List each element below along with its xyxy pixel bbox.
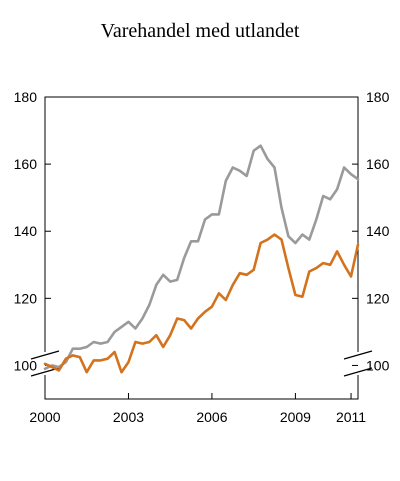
x-tick-label: 2000 bbox=[29, 409, 60, 425]
x-axis: 2000 2003 2006 2009 2011 bbox=[29, 393, 366, 425]
series-layer bbox=[43, 144, 360, 374]
y-tick-label-right: 120 bbox=[366, 290, 390, 306]
chart-title: Varehandel med utlandet bbox=[100, 20, 300, 42]
axis-break-right bbox=[343, 350, 373, 377]
axis-break-gap bbox=[344, 352, 372, 375]
y-axis-left: 100 120 140 160 180 bbox=[14, 89, 51, 373]
x-tick-label: 2006 bbox=[196, 409, 227, 425]
y-tick-label-left: 140 bbox=[14, 223, 38, 239]
y-tick-label-right: 160 bbox=[366, 156, 390, 172]
x-tick-label: 2011 bbox=[336, 409, 366, 425]
y-axis-right: 100 120 140 160 180 bbox=[352, 89, 390, 373]
plot-frame bbox=[44, 96, 359, 400]
y-tick-label-left: 120 bbox=[14, 290, 38, 306]
y-tick-label-right: 140 bbox=[366, 223, 390, 239]
series-line-1 bbox=[43, 144, 360, 371]
y-tick-label-left: 160 bbox=[14, 156, 38, 172]
y-tick-label-right: 100 bbox=[366, 357, 390, 373]
series-line-2 bbox=[43, 233, 360, 374]
axis-break-stroke bbox=[343, 350, 373, 360]
x-tick-label: 2009 bbox=[280, 409, 311, 425]
x-tick-label: 2003 bbox=[113, 409, 144, 425]
y-tick-label-right: 180 bbox=[366, 89, 390, 105]
axis-break-stroke bbox=[30, 350, 60, 360]
y-tick-label-left: 100 bbox=[14, 357, 38, 373]
y-tick-label-left: 180 bbox=[14, 89, 38, 105]
axis-break-stroke bbox=[343, 367, 373, 377]
